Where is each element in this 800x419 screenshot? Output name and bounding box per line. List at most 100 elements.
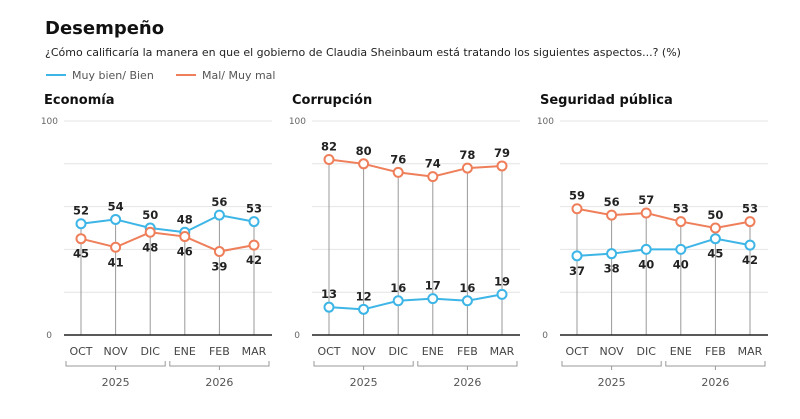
data-label: 79: [494, 146, 510, 160]
data-label: 76: [390, 152, 406, 166]
data-point: [675, 243, 687, 255]
year-bracket: [417, 361, 518, 370]
x-tick-label: NOV: [351, 345, 376, 358]
data-point: [461, 295, 473, 307]
y-tick-label: 0: [294, 331, 300, 341]
x-tick-label: MAR: [242, 345, 267, 358]
data-point: [392, 166, 404, 178]
data-label: 38: [604, 262, 620, 276]
x-tick-label: OCT: [317, 345, 340, 358]
data-label: 48: [142, 240, 158, 254]
y-tick-label: 100: [289, 117, 306, 127]
data-point: [358, 158, 370, 170]
data-label: 46: [177, 245, 193, 259]
data-point: [709, 233, 721, 245]
data-label: 74: [425, 157, 441, 171]
series-line: [328, 293, 503, 311]
data-point: [213, 246, 225, 258]
data-point: [358, 303, 370, 315]
data-point: [571, 250, 583, 262]
data-label: 53: [742, 202, 758, 216]
data-point: [75, 218, 87, 230]
data-label: 45: [707, 247, 723, 261]
data-label: 42: [246, 253, 262, 267]
data-label: 82: [321, 140, 337, 154]
x-tick-label: OCT: [565, 345, 588, 358]
x-tick-label: DIC: [388, 345, 408, 358]
year-bracket: [561, 361, 662, 370]
data-label: 59: [569, 189, 585, 203]
data-label: 80: [356, 144, 372, 158]
y-tick-label: 100: [41, 117, 58, 127]
data-label: 42: [742, 253, 758, 267]
data-point: [496, 288, 508, 300]
data-point: [427, 293, 439, 305]
data-point: [709, 222, 721, 234]
data-label: 37: [569, 264, 585, 278]
data-point: [75, 233, 87, 245]
legend-label: Mal/ Muy mal: [202, 69, 275, 82]
data-label: 50: [707, 208, 723, 222]
data-label: 16: [459, 281, 475, 295]
series-line: [80, 214, 255, 234]
data-point: [248, 239, 260, 251]
panel-title: Corrupción: [292, 93, 372, 108]
data-point: [640, 207, 652, 219]
x-tick-label: MAR: [490, 345, 515, 358]
series-line: [80, 231, 255, 253]
x-tick-label: FEB: [705, 345, 726, 358]
series-line: [328, 158, 503, 178]
data-label: 45: [73, 247, 89, 261]
data-point: [496, 160, 508, 172]
x-tick-label: DIC: [636, 345, 656, 358]
year-label: 2026: [453, 376, 481, 389]
year-label: 2026: [205, 376, 233, 389]
data-point: [675, 216, 687, 228]
data-label: 78: [459, 148, 475, 162]
data-point: [110, 213, 122, 225]
x-tick-label: NOV: [103, 345, 128, 358]
x-tick-label: ENE: [174, 345, 196, 358]
series-line: [576, 237, 751, 257]
year-bracket: [665, 361, 766, 370]
data-label: 53: [246, 202, 262, 216]
x-tick-label: OCT: [69, 345, 92, 358]
data-point: [179, 231, 191, 243]
x-tick-label: FEB: [209, 345, 230, 358]
data-label: 40: [638, 257, 654, 271]
data-label: 56: [211, 195, 227, 209]
year-bracket: [313, 361, 414, 370]
data-point: [144, 226, 156, 238]
data-point: [461, 162, 473, 174]
legend-label: Muy bien/ Bien: [72, 69, 154, 82]
data-label: 53: [673, 202, 689, 216]
data-label: 52: [73, 204, 89, 218]
year-bracket: [65, 361, 166, 370]
data-label: 17: [425, 279, 441, 293]
year-label: 2025: [102, 376, 130, 389]
data-point: [606, 209, 618, 221]
data-point: [213, 209, 225, 221]
data-label: 13: [321, 287, 337, 301]
data-point: [606, 248, 618, 260]
data-point: [248, 216, 260, 228]
data-label: 19: [494, 274, 510, 288]
year-label: 2025: [350, 376, 378, 389]
x-tick-label: MAR: [738, 345, 763, 358]
y-tick-label: 0: [46, 331, 52, 341]
data-point: [323, 301, 335, 313]
series-line: [576, 207, 751, 230]
panel-title: Economía: [44, 93, 114, 108]
data-point: [392, 295, 404, 307]
data-point: [744, 239, 756, 251]
year-bracket: [169, 361, 270, 370]
x-tick-label: ENE: [670, 345, 692, 358]
chart-title: Desempeño: [45, 18, 164, 39]
data-point: [571, 203, 583, 215]
data-label: 54: [108, 199, 124, 213]
x-tick-label: DIC: [140, 345, 160, 358]
data-label: 50: [142, 208, 158, 222]
data-label: 57: [638, 193, 654, 207]
